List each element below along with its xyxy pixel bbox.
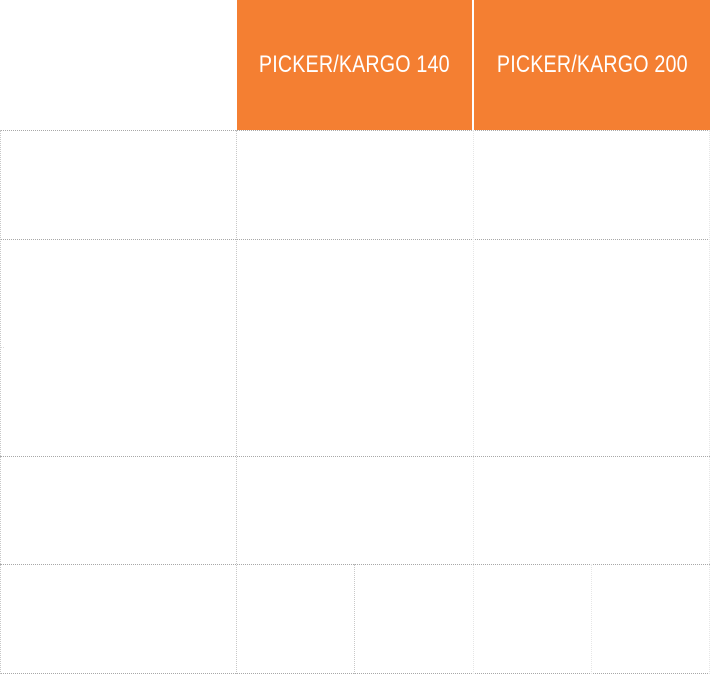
row-divider [0,673,710,674]
subcolumn-divider [591,564,592,674]
column-header-picker-kargo-200: PICKER/KARGO 200 [474,0,710,130]
column-divider [236,130,237,674]
row-divider [0,347,4,348]
row-divider [0,239,710,240]
subcolumn-divider [354,564,355,674]
column-header-label: PICKER/KARGO 200 [496,51,688,78]
header-empty-cell [0,0,236,130]
column-header-picker-kargo-140: PICKER/KARGO 140 [237,0,472,130]
column-divider [473,130,474,674]
row-divider [0,130,710,131]
column-header-label: PICKER/KARGO 140 [259,51,450,78]
column-divider [0,130,1,674]
row-divider [0,564,710,565]
row-divider [0,456,710,457]
